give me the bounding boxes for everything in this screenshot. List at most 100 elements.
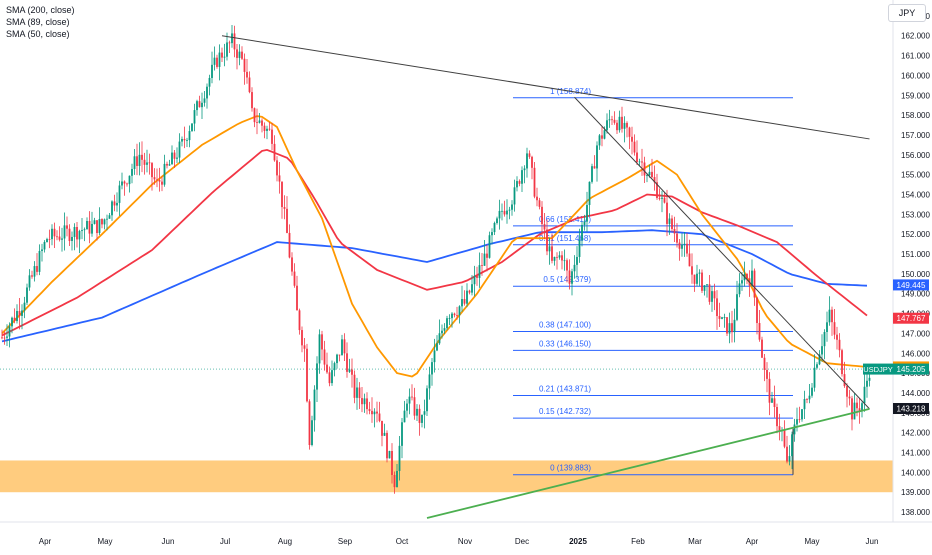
candle-body bbox=[513, 187, 516, 205]
legend-sma89[interactable]: SMA (89, close) bbox=[6, 17, 70, 27]
candle-body bbox=[678, 242, 681, 249]
candle-body bbox=[318, 334, 321, 364]
candle-body bbox=[723, 317, 726, 319]
candle-body bbox=[771, 398, 773, 403]
legend-sma200[interactable]: SMA (200, close) bbox=[6, 5, 75, 15]
candle-body bbox=[231, 33, 233, 44]
candle-body bbox=[358, 387, 361, 399]
candle-body bbox=[468, 290, 471, 293]
legend-sma50[interactable]: SMA (50, close) bbox=[6, 29, 70, 39]
candle-body bbox=[163, 163, 166, 185]
candle-body bbox=[783, 430, 786, 447]
candle-body bbox=[368, 409, 371, 411]
y-tick-label: 156.000 bbox=[901, 151, 930, 160]
candle-body bbox=[258, 120, 261, 123]
candle-body bbox=[718, 316, 721, 319]
candle-body bbox=[353, 374, 356, 398]
candle-body bbox=[423, 411, 426, 415]
x-tick-label: Jul bbox=[220, 537, 230, 546]
candle-body bbox=[96, 220, 98, 234]
price-tag bbox=[893, 279, 929, 291]
candle-body bbox=[633, 141, 636, 153]
candle-body bbox=[248, 77, 251, 93]
candle-body bbox=[796, 419, 798, 425]
x-tick-label: Jun bbox=[162, 537, 175, 546]
candle-body bbox=[653, 177, 656, 183]
candle-body bbox=[476, 275, 478, 278]
candle-body bbox=[671, 218, 673, 229]
candle-body bbox=[116, 202, 118, 206]
candle-body bbox=[383, 432, 386, 436]
candle-body bbox=[503, 210, 506, 215]
candle-body bbox=[183, 138, 186, 141]
candle-body bbox=[786, 446, 788, 462]
candle-body bbox=[571, 271, 573, 284]
price-tag bbox=[893, 312, 929, 324]
fib-level-label: 0.15 (142.732) bbox=[539, 407, 591, 416]
y-tick-label: 159.000 bbox=[901, 91, 930, 100]
candle-body bbox=[441, 330, 443, 334]
candle-body bbox=[868, 377, 871, 381]
candle-body bbox=[821, 346, 823, 355]
candle-body bbox=[516, 181, 518, 188]
candle-body bbox=[563, 260, 566, 262]
candle-body bbox=[406, 403, 408, 411]
candle-body bbox=[788, 456, 791, 462]
currency-button[interactable]: JPY bbox=[888, 4, 926, 22]
candle-body bbox=[326, 364, 328, 373]
x-tick-label: Apr bbox=[746, 537, 759, 546]
candle-body bbox=[546, 229, 548, 252]
candle-body bbox=[46, 239, 48, 242]
candle-body bbox=[293, 271, 296, 286]
candle-body bbox=[61, 238, 63, 240]
candle-body bbox=[201, 102, 203, 108]
candle-body bbox=[151, 163, 153, 178]
candle-body bbox=[346, 353, 348, 372]
fib-level-label: 0.21 (143.871) bbox=[539, 385, 591, 394]
candle-body bbox=[728, 323, 731, 334]
candle-body bbox=[773, 398, 776, 407]
candle-body bbox=[168, 164, 171, 166]
candle-body bbox=[401, 422, 403, 446]
candle-body bbox=[616, 122, 618, 131]
candle-body bbox=[683, 243, 686, 245]
candle-body bbox=[803, 399, 806, 410]
y-tick-label: 140.000 bbox=[901, 468, 930, 477]
candle-body bbox=[648, 171, 651, 176]
candle-body bbox=[543, 224, 546, 230]
candle-body bbox=[866, 380, 868, 387]
candle-body bbox=[33, 266, 36, 277]
candle-body bbox=[601, 135, 603, 139]
y-tick-label: 160.000 bbox=[901, 71, 930, 80]
fib-level-label: 0.33 (146.150) bbox=[539, 339, 591, 348]
candle-body bbox=[196, 101, 198, 111]
candle-body bbox=[636, 152, 638, 162]
candle-body bbox=[91, 223, 93, 234]
candle-body bbox=[208, 77, 211, 87]
candle-body bbox=[603, 130, 606, 139]
candle-body bbox=[493, 222, 496, 233]
candle-body bbox=[851, 398, 853, 420]
candle-body bbox=[638, 161, 641, 163]
x-tick-label: Aug bbox=[278, 537, 292, 546]
candle-body bbox=[696, 273, 698, 284]
candle-body bbox=[53, 228, 56, 237]
candle-body bbox=[221, 52, 223, 58]
candle-body bbox=[341, 339, 343, 356]
candle-body bbox=[366, 398, 368, 410]
y-tick-label: 146.000 bbox=[901, 349, 930, 358]
candle-body bbox=[376, 411, 378, 414]
candle-body bbox=[731, 323, 733, 333]
y-tick-label: 151.000 bbox=[901, 250, 930, 259]
candle-body bbox=[756, 297, 758, 324]
candle-body bbox=[561, 255, 563, 261]
candle-body bbox=[261, 120, 263, 126]
candle-body bbox=[598, 135, 601, 146]
candle-body bbox=[266, 128, 268, 131]
candle-body bbox=[76, 226, 78, 240]
price-tag bbox=[893, 363, 929, 375]
candle-body bbox=[193, 110, 196, 124]
candle-body bbox=[106, 218, 108, 220]
